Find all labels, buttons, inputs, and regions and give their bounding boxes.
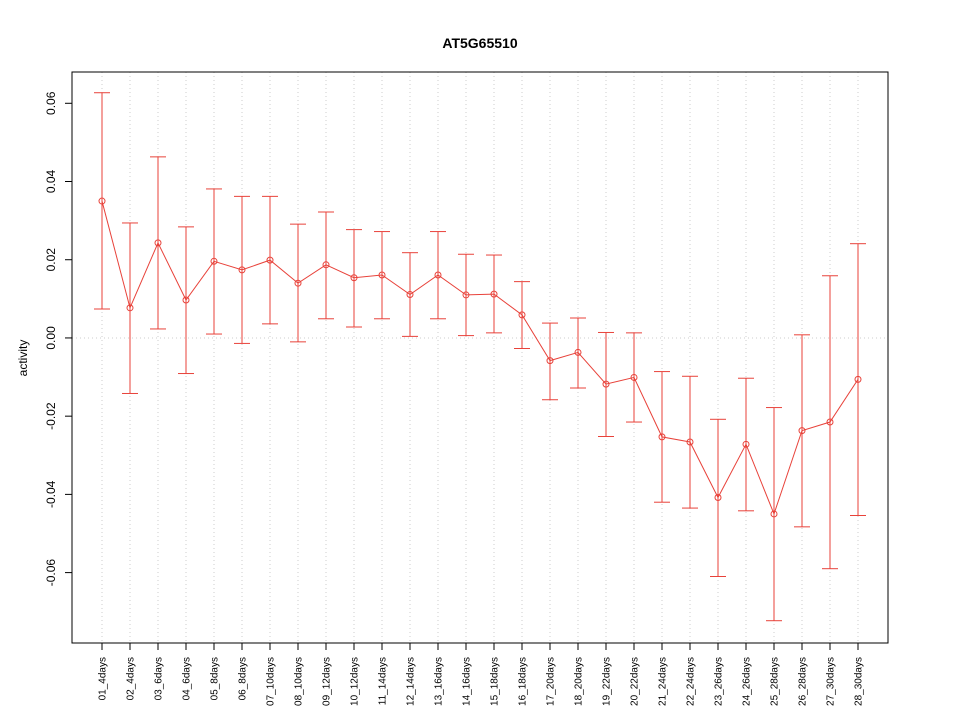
x-tick-label: 07_10days [266, 657, 277, 706]
data-point [602, 380, 610, 388]
x-tick-label: 22_24days [686, 657, 697, 706]
x-tick-label: 20_22days [630, 657, 641, 706]
x-tick-label: 09_12days [322, 657, 333, 706]
x-tick-label: 13_16days [434, 657, 445, 706]
series [98, 197, 862, 518]
data-point [126, 304, 134, 312]
x-tick-label: 14_16days [462, 657, 473, 706]
error-bars [94, 92, 866, 622]
x-tick-label: 21_24days [658, 657, 669, 706]
series-line [101, 200, 859, 516]
x-tick-label: 06_8days [238, 657, 249, 700]
data-point [574, 348, 582, 356]
x-tick-label: 16_18days [518, 657, 529, 706]
data-point [854, 375, 862, 383]
data-point [154, 239, 162, 247]
x-tick-label: 15_18days [490, 657, 501, 706]
chart-title: AT5G65510 [442, 35, 517, 51]
x-tick-label: 27_30days [826, 657, 837, 706]
data-point [714, 494, 722, 502]
data-point [266, 256, 274, 264]
data-point [798, 427, 806, 435]
y-tick-label: 0.06 [44, 91, 58, 115]
data-point [322, 261, 330, 269]
x-tick-label: 26_28days [798, 657, 809, 706]
x-tick-label: 03_6days [154, 657, 165, 700]
plot-frame [71, 71, 889, 644]
data-point [182, 296, 190, 304]
x-tick-label: 19_22days [602, 657, 613, 706]
data-point [434, 271, 442, 279]
data-point [546, 357, 554, 365]
data-point [238, 266, 246, 274]
data-point [210, 257, 218, 265]
x-tick-label: 23_26days [714, 657, 725, 706]
data-point [406, 291, 414, 299]
x-tick-label: 04_6days [182, 657, 193, 700]
x-tick-label: 05_8days [210, 657, 221, 700]
data-point [462, 291, 470, 299]
x-tick-label: 17_20days [546, 657, 557, 706]
x-tick-label: 12_14days [406, 657, 417, 706]
grid [72, 72, 888, 643]
y-tick-label: 0.02 [44, 248, 58, 272]
x-tick-label: 08_10days [294, 657, 305, 706]
x-tick-label: 24_26days [742, 657, 753, 706]
data-point [826, 418, 834, 426]
y-axis: -0.06 -0.04 -0.02 0.00 0.02 0.04 0.06 [44, 91, 72, 586]
data-point [518, 311, 526, 319]
data-point [294, 279, 302, 287]
data-point [770, 510, 778, 518]
data-point [630, 373, 638, 381]
y-tick-label: 0.00 [44, 326, 58, 350]
x-axis: 01_4days 02_4days 03_6days 04_6days 05_8days… [98, 643, 865, 706]
x-tick-label: 02_4days [126, 657, 137, 700]
y-tick-label: -0.02 [44, 402, 58, 430]
data-point [658, 433, 666, 441]
data-point [350, 274, 358, 282]
data-point [686, 438, 694, 446]
y-tick-label: 0.04 [44, 170, 58, 194]
data-point [742, 440, 750, 448]
x-tick-label: 25_28days [770, 657, 781, 706]
data-point [98, 197, 106, 205]
x-tick-label: 11_14days [378, 657, 389, 705]
x-tick-label: 10_12days [350, 657, 361, 706]
data-point [490, 290, 498, 298]
y-tick-label: -0.06 [44, 559, 58, 587]
x-tick-label: 01_4days [98, 657, 109, 700]
data-point [378, 271, 386, 279]
x-tick-label: 28_30days [854, 657, 865, 706]
x-tick-label: 18_20days [574, 657, 585, 706]
y-axis-label: activity [16, 340, 30, 377]
y-tick-label: -0.04 [44, 480, 58, 508]
